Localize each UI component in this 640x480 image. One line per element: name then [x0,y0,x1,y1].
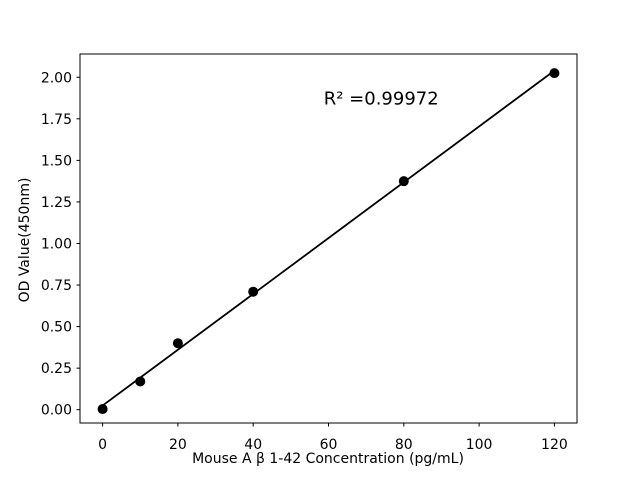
y-tick-label: 1.75 [41,112,72,128]
r-squared-annotation: R² =0.99972 [323,88,439,110]
data-point [549,68,560,79]
x-tick-label: 20 [169,437,187,453]
data-point [97,404,108,415]
x-tick-label: 40 [244,437,262,453]
y-tick-label: 0.00 [41,403,72,419]
y-tick-label: 2.00 [41,70,72,86]
x-tick-label: 0 [98,437,107,453]
y-tick-label: 0.25 [41,361,72,377]
x-axis-label: Mouse A β 1-42 Concentration (pg/mL) [192,451,464,467]
y-tick-label: 0.75 [41,278,72,294]
fit-line [101,69,556,407]
x-tick-label: 100 [466,437,493,453]
x-tick-label: 120 [541,437,568,453]
y-tick-label: 1.00 [41,236,72,252]
x-tick-label: 60 [320,437,338,453]
data-point [172,338,183,349]
y-tick-label: 0.50 [41,320,72,336]
y-tick-label: 1.25 [41,195,72,211]
data-point [398,176,409,187]
x-tick-label: 80 [395,437,413,453]
y-tick-label: 1.50 [41,153,72,169]
y-axis-label: OD Value(450nm) [17,177,33,303]
data-point [135,376,146,387]
data-point [248,286,259,297]
